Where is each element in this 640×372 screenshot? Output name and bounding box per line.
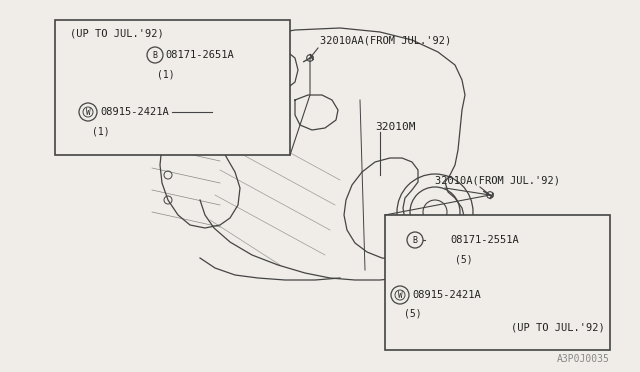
Text: (UP TO JUL.'92): (UP TO JUL.'92) xyxy=(511,322,605,332)
Text: 32010AA(FROM JUL.'92): 32010AA(FROM JUL.'92) xyxy=(320,35,451,45)
Bar xyxy=(55,20,290,155)
Text: 08915-2421A: 08915-2421A xyxy=(412,290,481,300)
Text: (1): (1) xyxy=(157,69,175,79)
Bar xyxy=(385,215,610,350)
Text: (5): (5) xyxy=(455,254,472,264)
Text: W: W xyxy=(86,108,90,116)
Text: (5): (5) xyxy=(404,309,422,319)
Text: B: B xyxy=(152,51,157,60)
Text: (1): (1) xyxy=(92,126,109,136)
Text: 08171-2551A: 08171-2551A xyxy=(450,235,519,245)
Text: A3P0J0035: A3P0J0035 xyxy=(557,354,610,364)
Text: W: W xyxy=(397,291,403,299)
Text: 08171-2651A: 08171-2651A xyxy=(165,50,234,60)
Text: B: B xyxy=(413,235,417,244)
Text: 32010A(FROM JUL.'92): 32010A(FROM JUL.'92) xyxy=(435,175,560,185)
Text: (UP TO JUL.'92): (UP TO JUL.'92) xyxy=(70,28,164,38)
Text: 32010M: 32010M xyxy=(375,122,415,132)
Text: 08915-2421A: 08915-2421A xyxy=(100,107,169,117)
